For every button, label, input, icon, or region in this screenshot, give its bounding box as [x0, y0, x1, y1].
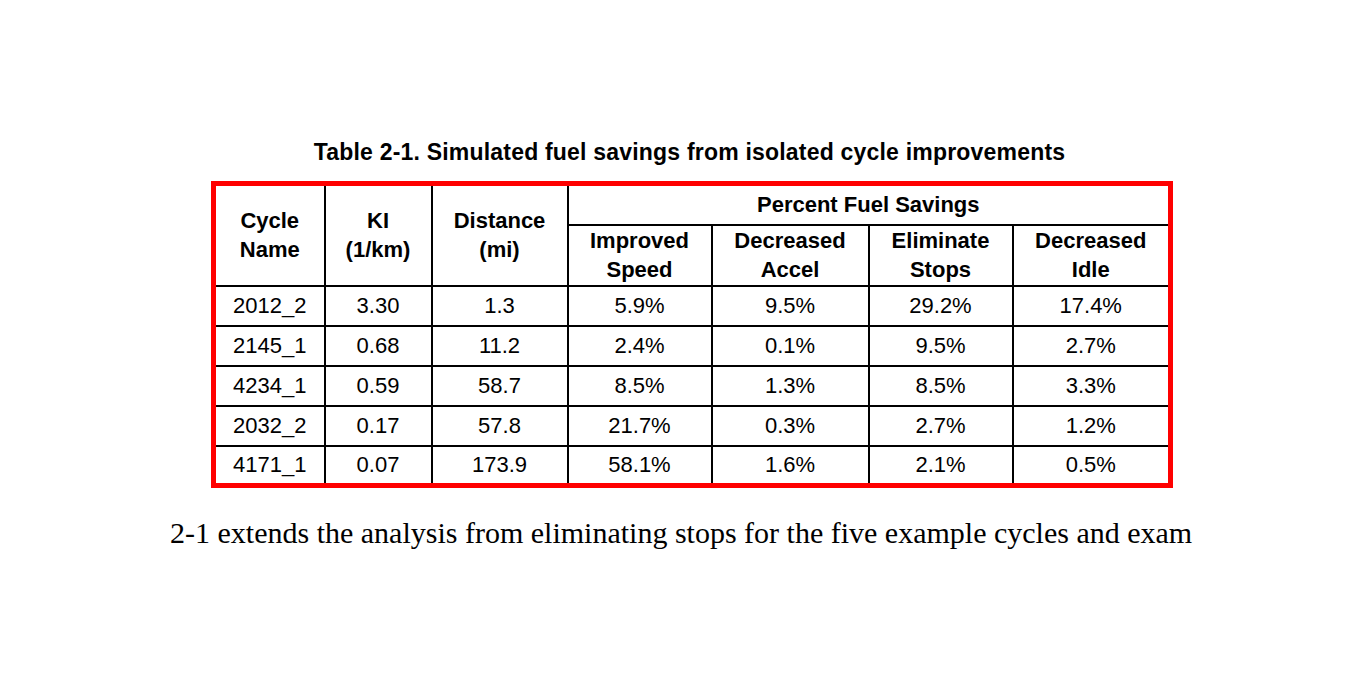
col-header-decreased-accel: Decreased Accel [712, 225, 869, 286]
table-row: 2012_2 3.30 1.3 5.9% 9.5% 29.2% 17.4% [214, 286, 1171, 326]
cell-distance: 11.2 [432, 326, 568, 366]
cell-eliminate-stops: 9.5% [869, 326, 1013, 366]
cell-eliminate-stops: 29.2% [869, 286, 1013, 326]
cell-ki: 0.07 [325, 446, 432, 486]
cell-improved-speed: 2.4% [568, 326, 712, 366]
table-row: 2145_1 0.68 11.2 2.4% 0.1% 9.5% 2.7% [214, 326, 1171, 366]
cell-decreased-idle: 17.4% [1013, 286, 1171, 326]
document-page: Table 2-1. Simulated fuel savings from i… [0, 0, 1366, 674]
table-row: 4171_1 0.07 173.9 58.1% 1.6% 2.1% 0.5% [214, 446, 1171, 486]
cell-improved-speed: 8.5% [568, 366, 712, 406]
col-header-cycle-name: Cycle Name [214, 184, 325, 286]
cell-decreased-idle: 0.5% [1013, 446, 1171, 486]
cell-decreased-accel: 1.6% [712, 446, 869, 486]
cell-improved-speed: 5.9% [568, 286, 712, 326]
cell-ki: 0.68 [325, 326, 432, 366]
cell-decreased-accel: 9.5% [712, 286, 869, 326]
col-header-decreased-idle: Decreased Idle [1013, 225, 1171, 286]
table-row: 2032_2 0.17 57.8 21.7% 0.3% 2.7% 1.2% [214, 406, 1171, 446]
cell-cycle-name: 4171_1 [214, 446, 325, 486]
cell-decreased-accel: 1.3% [712, 366, 869, 406]
cell-distance: 57.8 [432, 406, 568, 446]
cell-cycle-name: 2145_1 [214, 326, 325, 366]
cell-ki: 3.30 [325, 286, 432, 326]
cell-eliminate-stops: 8.5% [869, 366, 1013, 406]
cell-improved-speed: 58.1% [568, 446, 712, 486]
col-group-header-percent-fuel-savings: Percent Fuel Savings [568, 184, 1171, 225]
cell-cycle-name: 2012_2 [214, 286, 325, 326]
table-caption: Table 2-1. Simulated fuel savings from i… [211, 139, 1168, 165]
cell-improved-speed: 21.7% [568, 406, 712, 446]
col-header-distance: Distance (mi) [432, 184, 568, 286]
cell-eliminate-stops: 2.7% [869, 406, 1013, 446]
cell-ki: 0.59 [325, 366, 432, 406]
cell-cycle-name: 2032_2 [214, 406, 325, 446]
table-row: 4234_1 0.59 58.7 8.5% 1.3% 8.5% 3.3% [214, 366, 1171, 406]
cell-eliminate-stops: 2.1% [869, 446, 1013, 486]
cell-decreased-idle: 2.7% [1013, 326, 1171, 366]
cell-distance: 1.3 [432, 286, 568, 326]
cell-cycle-name: 4234_1 [214, 366, 325, 406]
cell-decreased-accel: 0.1% [712, 326, 869, 366]
cell-decreased-accel: 0.3% [712, 406, 869, 446]
cell-ki: 0.17 [325, 406, 432, 446]
cell-decreased-idle: 1.2% [1013, 406, 1171, 446]
cell-distance: 173.9 [432, 446, 568, 486]
cell-distance: 58.7 [432, 366, 568, 406]
cell-decreased-idle: 3.3% [1013, 366, 1171, 406]
col-header-improved-speed: Improved Speed [568, 225, 712, 286]
col-header-eliminate-stops: Eliminate Stops [869, 225, 1013, 286]
fuel-savings-table: Cycle Name KI (1/km) Distance (mi) Perce… [211, 181, 1173, 488]
body-text-fragment: 2-1 extends the analysis from eliminatin… [170, 513, 1192, 553]
col-header-ki: KI (1/km) [325, 184, 432, 286]
